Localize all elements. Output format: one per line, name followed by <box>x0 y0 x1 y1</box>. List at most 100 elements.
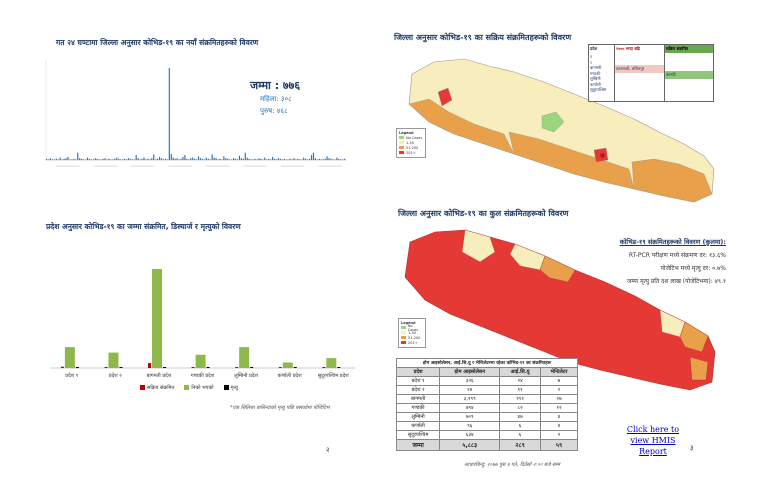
province-tick-label: प्रदेश २ <box>109 372 122 379</box>
district-bar <box>338 158 340 160</box>
district-bar <box>312 152 315 160</box>
info-mid-col: काठमाडौं, ललितपुर <box>615 53 665 101</box>
table-cell: ३,१९९ <box>439 394 501 404</box>
district-bar <box>77 152 79 160</box>
district-bar <box>178 159 180 160</box>
table-cell: ७ <box>539 376 579 386</box>
district-bar <box>153 154 155 160</box>
district-bar <box>344 158 346 160</box>
district-bar <box>184 155 186 160</box>
district-bar <box>246 157 248 160</box>
district-bar <box>283 158 285 160</box>
legend1-label-3: 201+ <box>406 150 416 155</box>
district-bar <box>192 157 194 160</box>
province-bar-active <box>322 367 326 368</box>
table-cell: १२ <box>539 403 579 413</box>
table-header-home: होम आइसोलेसन <box>439 367 501 377</box>
table-header-icu: आई.सि.यु <box>499 367 541 377</box>
table-cell: प्रदेश १ <box>395 376 441 386</box>
district-bar <box>71 159 73 160</box>
table-cell: प्रदेश २ <box>395 385 441 395</box>
info-header: प्रदेश १००० भन्दा बढि सक्रिय संक्रमित <box>589 45 713 53</box>
district-bar <box>310 155 313 160</box>
legend1-row-0: No Cases <box>399 135 423 140</box>
district-bar <box>180 158 182 160</box>
district-bar <box>308 158 311 160</box>
info-prov-1: १ <box>590 54 593 59</box>
district-bar <box>217 159 219 160</box>
district-bar <box>81 158 83 160</box>
district-bar <box>330 158 332 160</box>
district-bar <box>305 158 307 160</box>
legend-recovered-label: निको भएको <box>191 385 214 391</box>
district-bar <box>258 158 260 160</box>
district-bar <box>332 159 334 160</box>
table-cell: ६ <box>499 430 541 440</box>
total-orange-far-east <box>689 356 709 381</box>
active-info-table: प्रदेश १००० भन्दा बढि सक्रिय संक्रमित १ … <box>588 44 714 102</box>
isolation-table: होम आइसोलेसन, आई.सि.यु र भेन्टिलेटरमा रह… <box>395 358 579 451</box>
district-bar <box>157 158 159 160</box>
table-row: बागमती ३,१९९ १११ २७ <box>395 394 579 404</box>
province-bar-active <box>60 366 64 368</box>
district-bar <box>197 156 200 160</box>
legend-active-swatch <box>140 385 145 390</box>
info-prov-7: सुदूरपश्चिम <box>590 87 607 92</box>
district-bar <box>336 157 338 160</box>
legend2-label-3: 201+ <box>408 340 418 345</box>
district-bar <box>125 159 128 160</box>
district-bar <box>275 159 278 160</box>
province-tick-label: लुम्बिनी प्रदेश <box>234 372 258 379</box>
district-bar <box>98 159 100 160</box>
active-green-district <box>541 111 565 133</box>
district-bar <box>194 158 196 160</box>
legend1-swatch-2 <box>399 146 404 149</box>
district-bar <box>55 158 57 160</box>
right-page: जिल्ला अनुसार कोभिड-१९ का सक्रिय संक्रमि… <box>384 0 768 487</box>
table-total-cell: २८९ <box>499 439 541 451</box>
district-bar <box>234 158 237 160</box>
info-prov-2: २ <box>590 59 593 65</box>
legend2-row-1: 1-50 <box>401 330 423 335</box>
legend-active-label: सक्रिय संक्रमित <box>147 385 175 391</box>
legend1-row-3: 201+ <box>399 150 423 155</box>
district-bar <box>75 159 77 160</box>
district-bar <box>176 158 178 160</box>
legend2-swatch-3 <box>401 341 406 344</box>
district-bar <box>291 159 293 160</box>
table-row: लुम्बिनी ७०९ ४७ ४ <box>395 412 579 422</box>
active-map-title: जिल्ला अनुसार कोभिड-१९ का सक्रिय संक्रमि… <box>394 33 572 42</box>
total-cases: जम्मा : ७७६ <box>250 79 301 92</box>
legend2-row-0: No Cases <box>401 323 423 332</box>
legend2-label-2: 51-200 <box>408 335 421 340</box>
district-bar <box>67 156 69 160</box>
district-bar <box>299 159 301 160</box>
total-map-title: जिल्ला अनुसार कोभिड-१९ का कुल संक्रमितहर… <box>398 209 569 218</box>
district-bar <box>49 158 52 160</box>
district-bar <box>219 158 221 160</box>
district-bar <box>203 159 205 160</box>
province-bar-active <box>278 367 282 368</box>
info-pink-cell: काठमाडौं, ललितपुर <box>615 65 664 73</box>
legend-recovered: निको भएको <box>184 385 214 391</box>
district-bar <box>94 158 96 160</box>
district-bar <box>102 158 104 160</box>
district-bar <box>281 159 283 160</box>
stats-title: कोभिड-१९ संक्रमितहरूको विवरण (कुलमा): <box>619 238 726 246</box>
province-bar-death <box>163 367 167 368</box>
district-bar <box>59 157 61 160</box>
table-cell: २ <box>539 385 579 395</box>
legend-death: मृत्यु <box>223 385 238 391</box>
district-bar <box>227 158 229 160</box>
active-map-legend: Legend No Cases 1-50 51-200 201+ <box>396 128 426 158</box>
district-bar <box>303 157 305 160</box>
hmis-report-link[interactable]: Click here to view HMIS Report <box>626 425 680 456</box>
district-bar <box>314 158 316 160</box>
info-prov-4: गण्डकी <box>590 70 601 76</box>
district-bar <box>340 159 342 160</box>
legend-active: सक्रिय संक्रमित <box>140 385 174 391</box>
district-bar <box>209 159 211 160</box>
table-cell: बागमती <box>395 394 441 404</box>
legend2-label-0: No Cases <box>407 323 419 332</box>
info-prov-3: बागमती <box>590 65 602 70</box>
